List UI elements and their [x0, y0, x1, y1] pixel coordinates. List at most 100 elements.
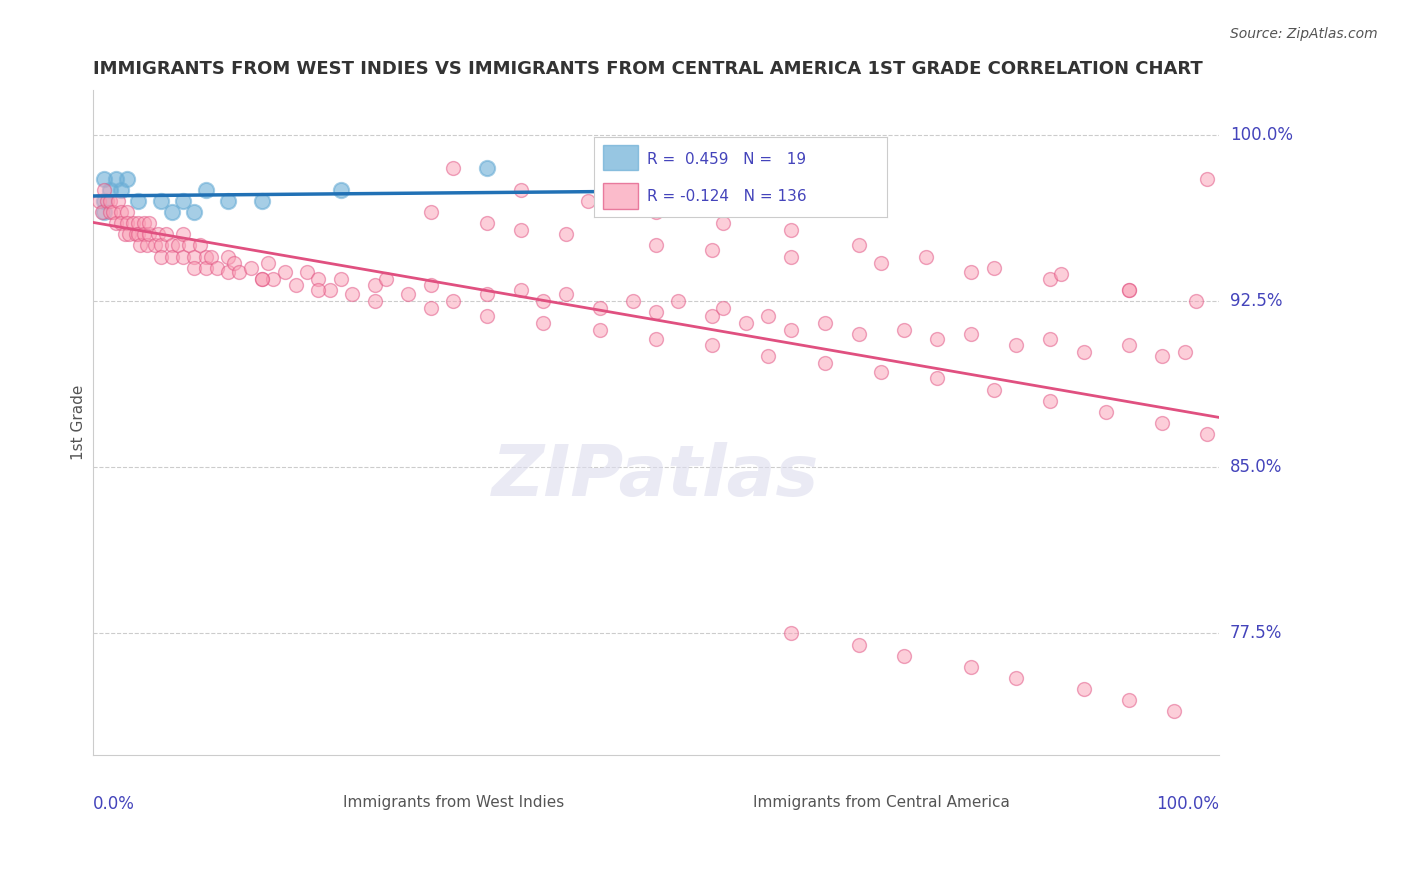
Point	[125, 227, 148, 242]
Point	[115, 205, 138, 219]
Text: Immigrants from Central America: Immigrants from Central America	[752, 796, 1010, 810]
Point	[1095, 405, 1118, 419]
Point	[780, 323, 803, 337]
Point	[132, 216, 155, 230]
Text: 77.5%: 77.5%	[1230, 624, 1282, 642]
Point	[172, 194, 194, 208]
Point	[114, 227, 136, 242]
Point	[758, 310, 780, 324]
Point	[363, 278, 385, 293]
Point	[475, 310, 498, 324]
Point	[87, 194, 110, 208]
Point	[531, 293, 554, 308]
Point	[307, 283, 329, 297]
Point	[183, 250, 205, 264]
Point	[915, 250, 938, 264]
Point	[98, 205, 121, 219]
Point	[194, 250, 217, 264]
Point	[780, 250, 803, 264]
Point	[136, 238, 159, 252]
Point	[1163, 704, 1185, 718]
Point	[702, 338, 724, 352]
Point	[143, 238, 166, 252]
Point	[93, 183, 115, 197]
Point	[419, 205, 441, 219]
Point	[318, 283, 340, 297]
Point	[160, 250, 183, 264]
Point	[127, 227, 149, 242]
Point	[110, 205, 132, 219]
Point	[149, 250, 172, 264]
Point	[103, 205, 125, 219]
Point	[848, 238, 870, 252]
Point	[645, 238, 668, 252]
Point	[104, 216, 127, 230]
Point	[645, 305, 668, 319]
Point	[623, 293, 645, 308]
Point	[121, 216, 143, 230]
Point	[239, 260, 262, 275]
Point	[848, 638, 870, 652]
Point	[200, 250, 222, 264]
Point	[702, 243, 724, 257]
Y-axis label: 1st Grade: 1st Grade	[72, 385, 86, 460]
Point	[1005, 671, 1028, 685]
Point	[262, 271, 284, 285]
Point	[96, 194, 118, 208]
Point	[374, 271, 396, 285]
Point	[1118, 338, 1140, 352]
Point	[927, 371, 949, 385]
Point	[172, 227, 194, 242]
Point	[98, 183, 121, 197]
Point	[138, 227, 160, 242]
Point	[194, 260, 217, 275]
Point	[118, 227, 141, 242]
Point	[1118, 693, 1140, 707]
Point	[589, 323, 612, 337]
Point	[419, 301, 441, 315]
Point	[960, 327, 983, 342]
Point	[758, 349, 780, 363]
Text: ZIPatlas: ZIPatlas	[492, 442, 820, 510]
Point	[870, 365, 893, 379]
Point	[194, 183, 217, 197]
Point	[927, 332, 949, 346]
Point	[1039, 393, 1062, 408]
Point	[531, 316, 554, 330]
Point	[1073, 344, 1095, 359]
Point	[848, 327, 870, 342]
Text: IMMIGRANTS FROM WEST INDIES VS IMMIGRANTS FROM CENTRAL AMERICA 1ST GRADE CORRELA: IMMIGRANTS FROM WEST INDIES VS IMMIGRANT…	[93, 60, 1204, 78]
Point	[107, 194, 129, 208]
Point	[893, 648, 915, 663]
Point	[273, 265, 295, 279]
Point	[115, 216, 138, 230]
Point	[188, 238, 211, 252]
Point	[419, 278, 441, 293]
Point	[91, 205, 114, 219]
Point	[1118, 283, 1140, 297]
Text: Immigrants from West Indies: Immigrants from West Indies	[343, 796, 564, 810]
Text: 92.5%: 92.5%	[1230, 292, 1282, 310]
Point	[1197, 426, 1219, 441]
Point	[217, 265, 239, 279]
Point	[256, 256, 278, 270]
Point	[104, 172, 127, 186]
Text: Source: ZipAtlas.com: Source: ZipAtlas.com	[1230, 27, 1378, 41]
Text: 85.0%: 85.0%	[1230, 458, 1282, 476]
Point	[960, 265, 983, 279]
Point	[132, 227, 155, 242]
Point	[129, 238, 152, 252]
Point	[138, 216, 160, 230]
Point	[93, 172, 115, 186]
Point	[960, 659, 983, 673]
Point	[1050, 267, 1073, 281]
Point	[713, 194, 735, 208]
Point	[329, 271, 352, 285]
Point	[183, 260, 205, 275]
Point	[713, 216, 735, 230]
Point	[983, 383, 1005, 397]
Point	[735, 316, 758, 330]
Point	[149, 238, 172, 252]
Point	[983, 260, 1005, 275]
Point	[814, 356, 837, 370]
